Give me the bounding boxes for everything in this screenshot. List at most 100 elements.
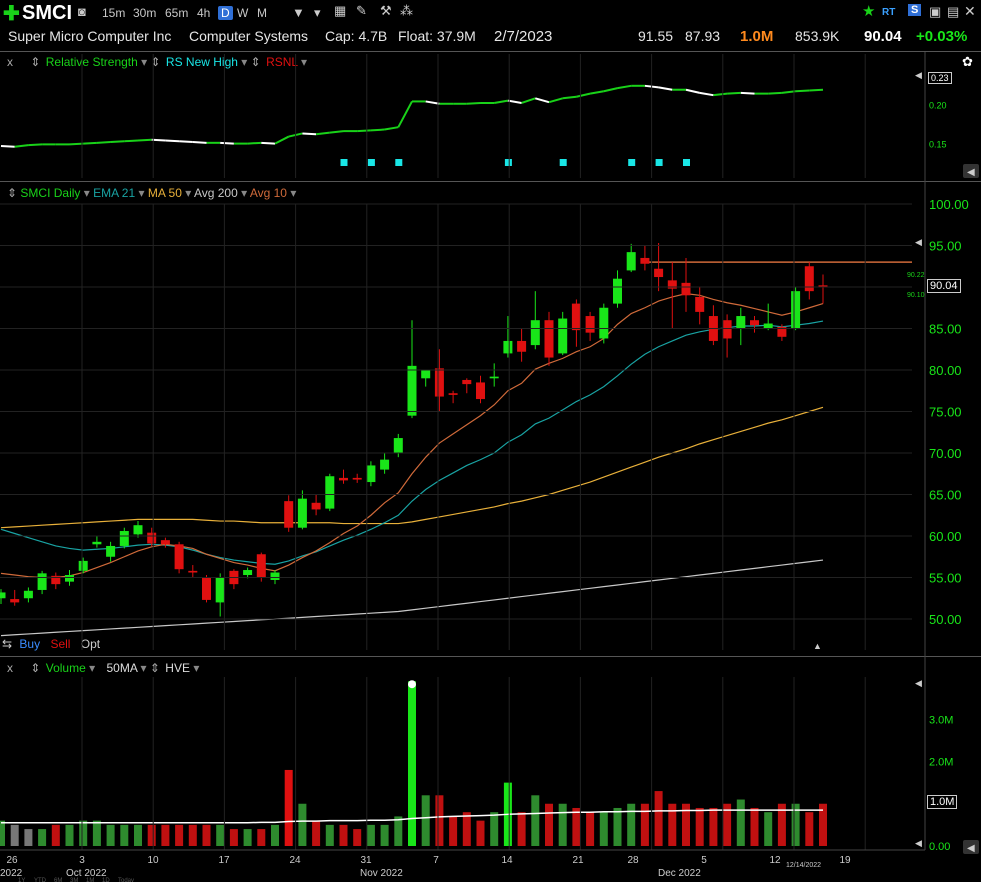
rs-line-segment [329, 130, 344, 134]
price-axis-label: 100.00 [929, 197, 969, 212]
caret-down-icon[interactable]: ▾ [290, 186, 297, 200]
price-item-avg10[interactable]: Avg 10 [249, 186, 287, 200]
s-label[interactable]: S [908, 4, 922, 16]
caret-down-icon[interactable]: ▾ [141, 55, 151, 69]
volume-updown-icon[interactable]: ⇕ [30, 661, 41, 675]
options-button[interactable]: Opt [80, 637, 101, 651]
caret-down-icon[interactable]: ▾ [89, 661, 99, 675]
rs-panel-header: x ⇕ Relative Strength ▾ ⇕ RS New High ▾ … [7, 55, 307, 69]
caret-down-icon[interactable]: ▾ [83, 186, 94, 200]
rs-line-segment [397, 100, 413, 128]
price-axis-label: 55.00 [929, 571, 962, 586]
calculator-icon[interactable]: ▦ [334, 3, 347, 18]
volume-close-button[interactable]: x [7, 661, 13, 675]
pencil-icon[interactable]: ✎ [356, 3, 367, 18]
timeframe-4h[interactable]: 4h [197, 6, 211, 20]
volume-bar [572, 807, 581, 846]
volume-updown-icon[interactable]: ⇕ [149, 661, 160, 675]
rs-line-segment [137, 138, 152, 142]
volume-bar [339, 824, 348, 846]
close-icon[interactable]: ✕ [964, 3, 976, 19]
caret-down-icon[interactable]: ▾ [140, 661, 150, 675]
candle-body [489, 376, 499, 379]
volume-bar [38, 829, 47, 846]
rs-line-segment [69, 142, 84, 146]
caret-down-icon[interactable]: ▾ [138, 186, 148, 200]
volume-bar [298, 803, 307, 846]
rs-close-button[interactable]: x [7, 55, 13, 69]
price-item-ema21[interactable]: EMA 21 [93, 186, 136, 200]
caret-down-icon[interactable]: ▾ [241, 186, 250, 200]
rs-updown-icon[interactable]: ⇕ [150, 55, 161, 69]
rt-label[interactable]: RT [882, 7, 896, 18]
volume-item-hve[interactable]: HVE [165, 661, 190, 675]
volume-axis-label: 0.00 [929, 841, 950, 853]
volume-bar [723, 803, 732, 846]
rs-item-relative-strength[interactable]: Relative Strength [45, 55, 138, 69]
popout-icon[interactable]: ▤ [947, 4, 960, 19]
palette-icon[interactable]: ✿ [962, 54, 973, 69]
volume-item-volume[interactable]: Volume [45, 661, 86, 675]
symbol-label[interactable]: SMCI [22, 2, 72, 24]
candle-body [530, 320, 540, 346]
chart-type-dropdown-icon[interactable]: ▼ [292, 5, 305, 20]
volume-bar [695, 807, 704, 846]
caret-down-icon[interactable]: ▾ [314, 5, 321, 20]
timeframe-daily[interactable]: D [218, 6, 233, 20]
price-item-smci-daily[interactable]: SMCI Daily [20, 186, 81, 200]
volume-bar [147, 824, 156, 846]
candle-body [147, 532, 157, 544]
volume-bar [586, 812, 595, 846]
star-icon[interactable]: ★ [862, 3, 876, 20]
candle-body [188, 570, 198, 573]
timeframe-monthly[interactable]: M [257, 6, 267, 20]
volume-bar [709, 807, 718, 846]
volume-item-50ma[interactable]: 50MA [106, 661, 138, 675]
camera-icon[interactable]: ◙ [78, 4, 86, 19]
float: Float: 37.9M [398, 28, 476, 44]
price-axis-label: 85.00 [929, 322, 962, 337]
volume-axis-label: 2.0M [929, 757, 953, 769]
rs-updown-icon[interactable]: ⇕ [250, 55, 261, 69]
volume-bar [640, 803, 649, 846]
caret-down-icon[interactable]: ▾ [241, 55, 251, 69]
volume-current-tag: 1.0M [927, 795, 958, 809]
candle-body [366, 465, 376, 483]
rs-updown-icon[interactable]: ⇕ [30, 55, 41, 69]
volume-bar [421, 795, 430, 846]
axis-arrow-icon: ◀ [915, 237, 922, 247]
share-icon[interactable]: ⁂ [400, 3, 413, 18]
timeframe-weekly[interactable]: W [237, 6, 249, 20]
candle-body [174, 544, 184, 570]
caret-down-icon[interactable]: ▾ [193, 661, 200, 675]
rs-item-rsnl[interactable]: RSNL [266, 55, 298, 69]
arrows-icon[interactable]: ⇆ [2, 637, 13, 651]
volume-bar [366, 824, 375, 846]
candle-body [654, 268, 664, 278]
candle-body [297, 498, 307, 528]
timeframe-30m[interactable]: 30m [133, 6, 157, 20]
date-month-label: Nov 2022 [360, 868, 403, 879]
buy-button[interactable]: Buy [19, 637, 41, 651]
caret-down-icon[interactable]: ▾ [185, 186, 194, 200]
price-item-ma50[interactable]: MA 50 [147, 186, 182, 200]
rs-line-segment [384, 126, 399, 131]
price-updown-icon[interactable]: ⇕ [7, 186, 18, 200]
timeframe-15m[interactable]: 15m [102, 6, 126, 20]
sell-button[interactable]: Sell [50, 637, 71, 651]
add-symbol-icon[interactable]: ✚ [3, 3, 20, 25]
wrench-icon[interactable]: ⚒ [380, 3, 392, 18]
rs-line-segment [713, 92, 728, 97]
rs-line-segment [768, 91, 782, 95]
candle-body [695, 296, 705, 312]
save-icon[interactable]: ▣ [929, 4, 942, 19]
triangle-up-icon[interactable]: ▲ [813, 641, 822, 651]
caret-down-icon[interactable]: ▾ [300, 55, 308, 69]
small-tag-high: 90.22 [907, 272, 925, 279]
rs-item-rs-new-high[interactable]: RS New High [165, 55, 238, 69]
volume-bar [10, 824, 19, 846]
timeframe-65m[interactable]: 65m [165, 6, 189, 20]
price-item-avg200[interactable]: Avg 200 [193, 186, 238, 200]
date-day-label: 5 [701, 855, 707, 866]
